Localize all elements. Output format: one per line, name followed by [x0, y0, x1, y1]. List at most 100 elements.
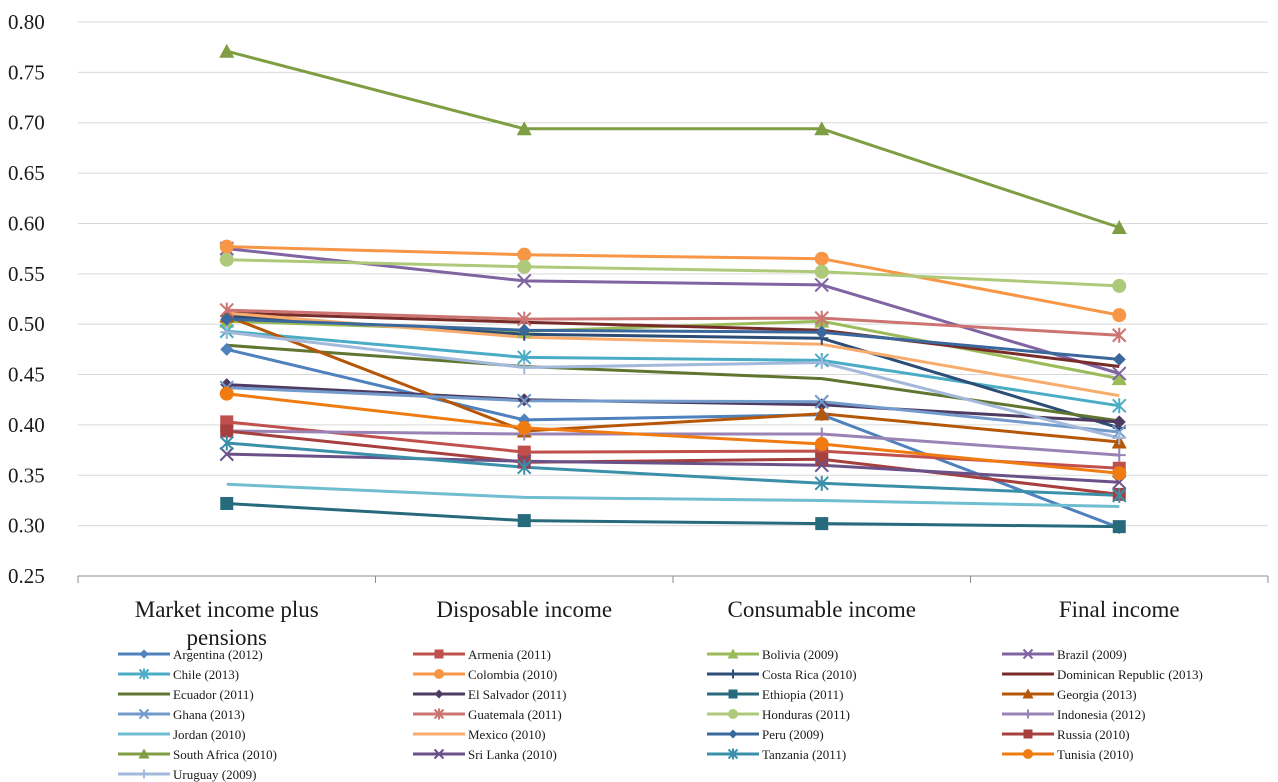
legend-label: Mexico (2010): [468, 727, 546, 742]
legend-entry: Mexico (2010): [413, 727, 546, 742]
data-point-peru-2009: [1112, 352, 1126, 366]
legend-entry: Peru (2009): [707, 727, 824, 742]
data-point-brazil-2009: [517, 273, 532, 289]
data-point-honduras-2011: [517, 259, 532, 274]
data-point-sri-lanka-2010: [219, 446, 234, 462]
y-tick-label: 0.70: [8, 111, 45, 135]
x-category-label: Market income plus pensions: [135, 597, 319, 650]
legend-swatch-marker: [1023, 749, 1033, 759]
x-category-label: Disposable income: [436, 597, 612, 622]
legend-swatch-marker: [1023, 729, 1033, 739]
data-point-ghana-2013: [814, 394, 829, 409]
y-tick-label: 0.40: [8, 413, 45, 437]
x-category-label: Final income: [1059, 597, 1180, 622]
data-point-honduras-2011: [814, 264, 829, 279]
legend-swatch-marker: [728, 689, 738, 699]
legend-label: Sri Lanka (2010): [468, 747, 557, 762]
legend-label: Chile (2013): [173, 667, 239, 682]
legend-label: Uruguay (2009): [173, 767, 256, 782]
data-point-sri-lanka-2010: [814, 457, 829, 473]
y-tick-label: 0.35: [8, 463, 45, 487]
data-point-russia-2010: [815, 452, 829, 466]
legend-swatch-marker: [433, 708, 445, 720]
data-point-tanzania-2011: [517, 459, 532, 475]
legend-label: Russia (2010): [1057, 727, 1130, 742]
series-line-georgia-2013: [226, 314, 1120, 444]
legend-entry: El Salvador (2011): [413, 687, 566, 702]
legend-swatch-marker: [727, 648, 739, 659]
data-point-tunisia-2010: [1112, 466, 1127, 481]
legend-label: Georgia (2013): [1057, 687, 1137, 702]
y-tick-label: 0.55: [8, 262, 45, 286]
legend-label: South Africa (2010): [173, 747, 277, 762]
legend-label: Dominican Republic (2013): [1057, 667, 1203, 682]
data-point-ghana-2013: [517, 393, 532, 408]
data-point-georgia-2013: [814, 406, 830, 421]
data-point-tanzania-2011: [219, 435, 234, 451]
series-line-peru-2009: [226, 317, 1120, 361]
series-line-honduras-2011: [226, 258, 1120, 288]
data-point-peru-2009: [517, 323, 531, 337]
x-axis-category-labels: Market income plus pensions Disposable inc…: [135, 597, 1180, 650]
data-point-armenia-2011: [517, 445, 531, 459]
x-axis: [77, 575, 1269, 583]
series-line-russia-2010: [226, 429, 1120, 496]
data-point-ethiopia-2011: [1112, 520, 1126, 534]
legend-entry: Ecuador (2011): [118, 687, 254, 702]
legend-label: Costa Rica (2010): [762, 667, 857, 682]
legend-label: Indonesia (2012): [1057, 707, 1145, 722]
data-point-colombia-2010: [517, 247, 532, 262]
legend-swatch-marker: [728, 669, 738, 679]
series-line-colombia-2010: [226, 245, 1120, 317]
series-line-argentina-2012: [226, 347, 1120, 530]
legend-entry: Jordan (2010): [118, 727, 246, 742]
legend-swatch-marker: [728, 709, 738, 719]
data-point-tanzania-2011: [1112, 487, 1127, 503]
legend-entry: Indonesia (2012): [1002, 707, 1145, 722]
legend-entry: Armenia (2011): [413, 647, 551, 662]
data-point-honduras-2011: [1112, 278, 1127, 293]
legend-label: Argentina (2012): [173, 647, 263, 662]
legend-swatch-marker: [1023, 709, 1033, 719]
data-point-south-africa-2010: [516, 121, 532, 136]
legend-swatch-marker: [138, 668, 150, 680]
y-axis-tick-labels: 0.25 0.30 0.35 0.40 0.45 0.50 0.55 0.60 0.65 0.70…: [8, 10, 45, 588]
x-category-label-line: pensions: [187, 625, 268, 650]
y-tick-label: 0.25: [8, 564, 45, 588]
legend-entry: Costa Rica (2010): [707, 667, 857, 682]
legend-label: Ethiopia (2011): [762, 687, 843, 702]
legend-swatch-marker: [139, 649, 149, 659]
data-point-guatemala-2011: [814, 310, 829, 326]
legend-entry: Tanzania (2011): [707, 747, 846, 762]
y-tick-label: 0.45: [8, 363, 45, 387]
legend-label: Armenia (2011): [468, 647, 551, 662]
data-point-south-africa-2010: [1111, 219, 1127, 234]
y-tick-label: 0.65: [8, 161, 45, 185]
x-category-label: Consumable income: [728, 597, 916, 622]
data-point-bolivia-2009: [1111, 371, 1127, 386]
data-point-russia-2010: [220, 424, 234, 438]
legend-entry: Colombia (2010): [413, 667, 557, 682]
data-point-tunisia-2010: [219, 386, 234, 401]
data-point-argentina-2012: [220, 342, 234, 356]
legend-entry: Ethiopia (2011): [707, 687, 843, 702]
legend-swatch-marker: [138, 748, 150, 759]
legend-swatch-marker: [138, 708, 150, 720]
legend-swatch-marker: [434, 649, 444, 659]
legend-label: Bolivia (2009): [762, 647, 838, 662]
legend-label: Guatemala (2011): [468, 707, 562, 722]
legend-entry: Chile (2013): [118, 667, 239, 682]
legend-label: Tunisia (2010): [1057, 747, 1133, 762]
data-point-uruguay-2009: [220, 325, 234, 339]
data-point-peru-2009: [815, 325, 829, 339]
data-point-guatemala-2011: [1112, 327, 1127, 343]
legend-entry: Sri Lanka (2010): [413, 747, 557, 762]
legend-entry: Brazil (2009): [1002, 647, 1127, 662]
series-line-ethiopia-2011: [226, 502, 1120, 529]
legend-label: El Salvador (2011): [468, 687, 566, 702]
legend-label: Jordan (2010): [173, 727, 246, 742]
legend-entry: South Africa (2010): [118, 747, 277, 762]
legend-swatch-marker: [433, 748, 445, 760]
legend: Argentina (2012) Armenia (2011) Bolivia (2…: [118, 647, 1203, 782]
legend-swatch-marker: [1022, 648, 1034, 660]
